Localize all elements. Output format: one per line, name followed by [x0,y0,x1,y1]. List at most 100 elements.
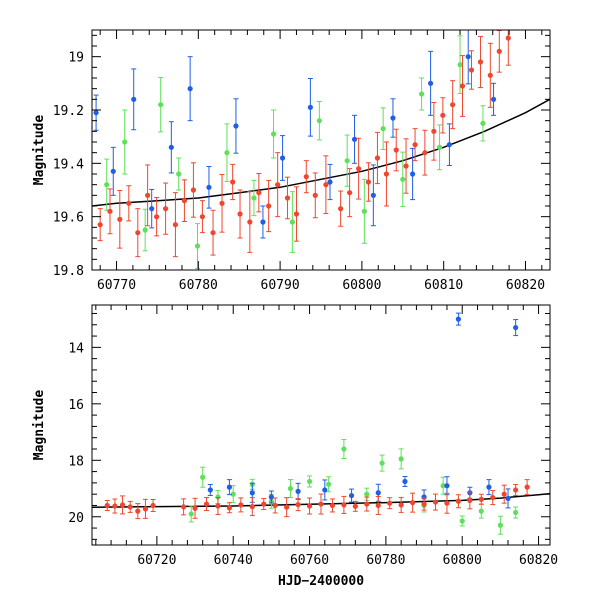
bottom-red-point [467,497,473,503]
top-blue-point [370,192,376,198]
top-red-point [431,128,437,134]
top-green-point [418,91,425,97]
bottom-green-point [341,446,347,452]
bottom-red-point [192,505,198,511]
bottom-green-point [306,478,313,485]
bottom-red-point [284,504,290,510]
top-red-point [275,182,281,188]
top-red-point [440,112,446,118]
top-red-point [450,102,456,108]
top-red-point [154,214,160,220]
top-red-point [403,163,409,169]
top-red-point [323,182,329,188]
top-green-point [122,139,128,145]
top-series-green [104,35,486,269]
top-red-point [117,216,123,222]
top-red-point [412,142,418,148]
bottom-red-point [135,508,141,514]
top-red-point [505,35,511,41]
top-series-red [97,30,511,258]
bottom-y-tick-label: 16 [68,398,84,413]
top-green-point [194,243,201,249]
bottom-blue-point [513,324,519,331]
top-blue-point [131,96,137,102]
bottom-red-point [142,506,149,512]
bottom-red-point [238,502,244,508]
top-red-point [383,171,390,177]
top-red-point [107,208,113,214]
top-blue-point [327,179,333,185]
bottom-red-point [261,501,267,507]
bottom-red-point [341,502,347,508]
top-red-point [210,230,216,236]
top-red-point [126,200,132,206]
bottom-green-point [497,522,503,528]
top-green-point [457,62,463,68]
bottom-blue-point [207,487,213,493]
bottom-red-point [410,500,416,506]
bottom-axes-frame [91,304,551,546]
bottom-blue-point [322,487,328,493]
top-x-tick-label: 60810 [424,278,463,293]
bottom-blue-point [348,492,355,499]
bottom-blue-point [505,495,511,502]
bottom-green-point [230,491,236,497]
bottom-red-point [375,502,381,509]
bottom-red-point [387,500,393,506]
top-red-point [172,222,179,228]
top-y-axis-label: Magnitude [32,115,47,186]
bottom-y-axis-label: Magnitude [32,390,47,461]
top-y-tick-label: 19 [68,51,84,66]
top-blue-point [110,168,116,174]
top-red-point [468,67,475,73]
bottom-red-point [421,501,427,507]
top-red-point [163,206,169,212]
top-green-point [270,131,277,137]
top-blue-point [93,110,99,116]
top-red-point [199,214,206,220]
top-red-point [347,190,353,196]
bottom-green-point [478,508,484,514]
bottom-red-point [490,494,496,501]
top-y-tick-label: 19.4 [53,157,84,172]
top-red-point [237,211,243,217]
top-green-point [104,182,110,188]
bottom-blue-point [268,494,274,500]
top-green-point [480,120,486,126]
top-red-point [374,155,381,161]
top-red-point [230,179,236,185]
bottom-red-point [455,498,461,504]
bottom-series-red [104,479,530,520]
top-red-point [145,192,151,198]
bottom-red-point [272,502,278,509]
bottom-red-point [318,501,324,507]
bottom-red-point [112,503,118,509]
top-red-point [422,150,428,156]
bottom-green-point [364,491,370,497]
bottom-x-tick-label: 60720 [137,553,176,568]
top-blue-point [307,104,313,110]
bottom-green-point [287,485,294,492]
top-blue-point [187,86,193,92]
bottom-red-point [150,502,156,509]
top-red-point [293,211,300,217]
top-red-point [284,195,291,201]
bottom-blue-point [375,490,381,496]
top-blue-point [465,54,471,60]
bottom-red-point [352,503,358,509]
top-red-point [477,59,484,65]
top-model-curve [92,98,550,207]
bottom-red-point [119,502,126,508]
top-red-point [365,179,372,185]
bottom-red-point [104,502,110,509]
bottom-blue-point [226,484,232,490]
top-red-point [487,72,493,78]
top-red-point [256,190,262,196]
bottom-red-point [306,503,313,509]
bottom-red-point [501,491,507,497]
bottom-blue-point [402,478,408,485]
bottom-red-point [524,484,530,490]
top-blue-point [279,155,286,161]
bottom-green-point [398,456,404,462]
bottom-y-tick-label: 18 [68,454,84,469]
